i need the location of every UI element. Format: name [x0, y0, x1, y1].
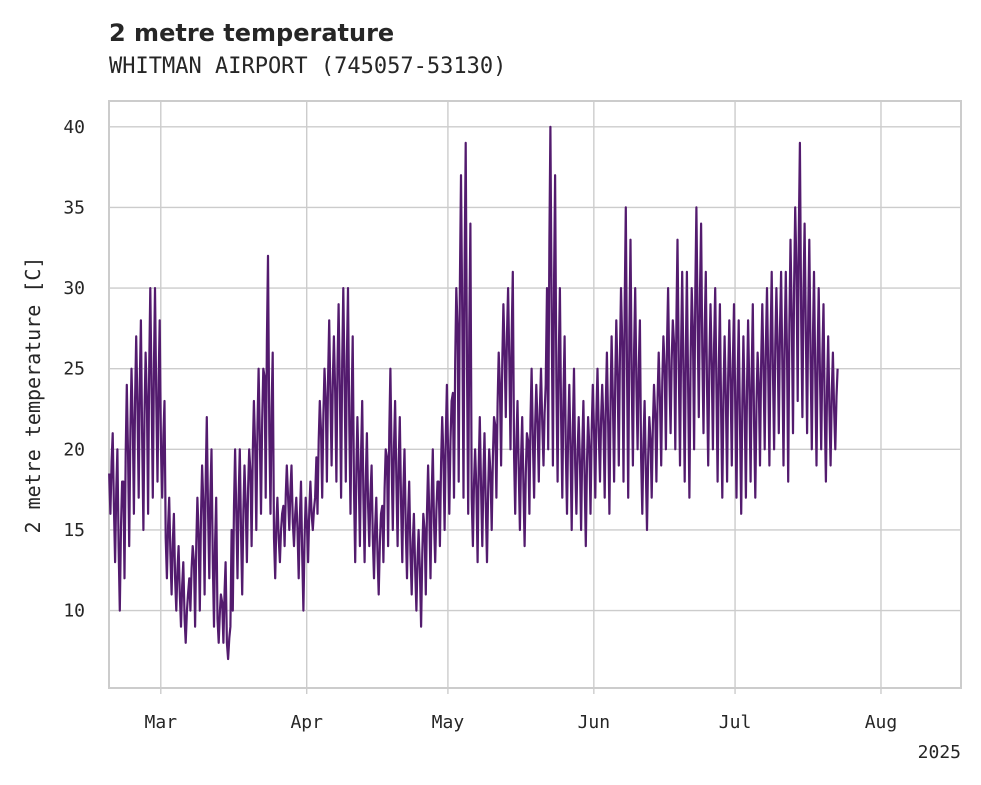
temperature-series-line: [108, 125, 839, 661]
chart-subtitle: WHITMAN AIRPORT (745057-53130): [109, 54, 506, 79]
x-tick-labels: Mar Apr May Jun Jul Aug: [145, 712, 898, 733]
x-tick-label: Jul: [719, 712, 752, 733]
x-tick-label: Apr: [290, 712, 323, 733]
y-tick-label: 25: [63, 359, 85, 380]
y-tick-label: 35: [63, 197, 85, 218]
x-tick-label: Jun: [578, 712, 611, 733]
x-tick-label: May: [432, 712, 465, 733]
x-tick-label: Mar: [145, 712, 178, 733]
x-year-label: 2025: [918, 742, 961, 763]
y-axis-label: 2 metre temperature [C]: [21, 257, 45, 534]
y-tick-labels: 10 15 20 25 30 35 40: [63, 117, 85, 622]
plot-area-frame: [108, 100, 962, 689]
x-tick-label: Aug: [865, 712, 898, 733]
y-tick-label: 20: [63, 439, 85, 460]
series-layer: [108, 125, 839, 661]
y-tick-label: 40: [63, 117, 85, 138]
chart-title: 2 metre temperature: [109, 19, 394, 47]
y-tick-label: 30: [63, 278, 85, 299]
y-tick-label: 10: [63, 601, 85, 622]
y-tick-label: 15: [63, 520, 85, 541]
